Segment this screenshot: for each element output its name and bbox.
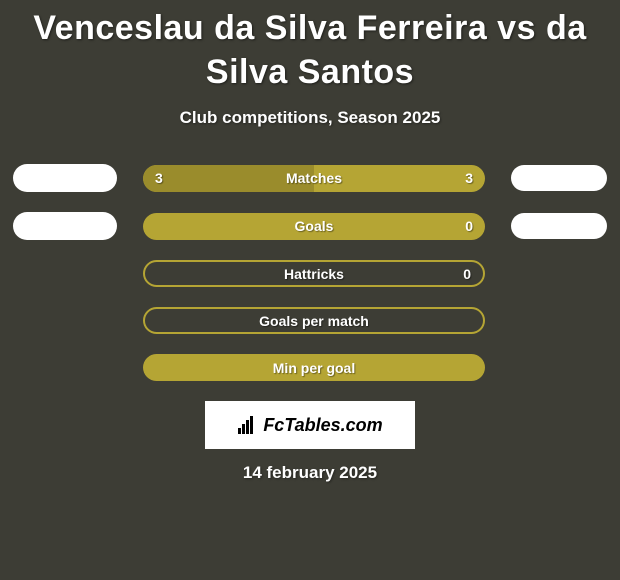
stat-label: Min per goal bbox=[273, 360, 355, 376]
stat-value-right: 3 bbox=[465, 170, 473, 186]
player-badge-left bbox=[13, 164, 117, 192]
stat-value-right: 0 bbox=[465, 218, 473, 234]
player-badge-right bbox=[511, 213, 607, 239]
stat-row: Min per goal bbox=[8, 354, 612, 381]
stat-bar: Hattricks 0 bbox=[143, 260, 485, 287]
stat-bar: Min per goal bbox=[143, 354, 485, 381]
stat-label: Goals bbox=[295, 218, 334, 234]
stat-row: 3 Matches 3 bbox=[8, 164, 612, 192]
brand-text: FcTables.com bbox=[263, 415, 382, 436]
bar-chart-icon bbox=[237, 416, 257, 434]
stat-value-left: 3 bbox=[155, 170, 163, 186]
stat-value-right: 0 bbox=[463, 266, 471, 282]
player-badge-right bbox=[511, 165, 607, 191]
comparison-card: Venceslau da Silva Ferreira vs da Silva … bbox=[0, 0, 620, 580]
stat-label: Goals per match bbox=[259, 313, 369, 329]
subtitle: Club competitions, Season 2025 bbox=[0, 108, 620, 128]
player-badge-left bbox=[13, 212, 117, 240]
brand-badge: FcTables.com bbox=[205, 401, 415, 449]
stat-bar: 3 Matches 3 bbox=[143, 165, 485, 192]
page-title: Venceslau da Silva Ferreira vs da Silva … bbox=[0, 0, 620, 94]
stat-row: Hattricks 0 bbox=[8, 260, 612, 287]
stat-bar: Goals per match bbox=[143, 307, 485, 334]
stat-label: Hattricks bbox=[284, 266, 344, 282]
stats-list: 3 Matches 3 Goals 0 Hattricks 0 Goals per match… bbox=[0, 164, 620, 381]
date-text: 14 february 2025 bbox=[0, 463, 620, 483]
stat-bar: Goals 0 bbox=[143, 213, 485, 240]
stat-label: Matches bbox=[286, 170, 342, 186]
stat-row: Goals per match bbox=[8, 307, 612, 334]
stat-row: Goals 0 bbox=[8, 212, 612, 240]
